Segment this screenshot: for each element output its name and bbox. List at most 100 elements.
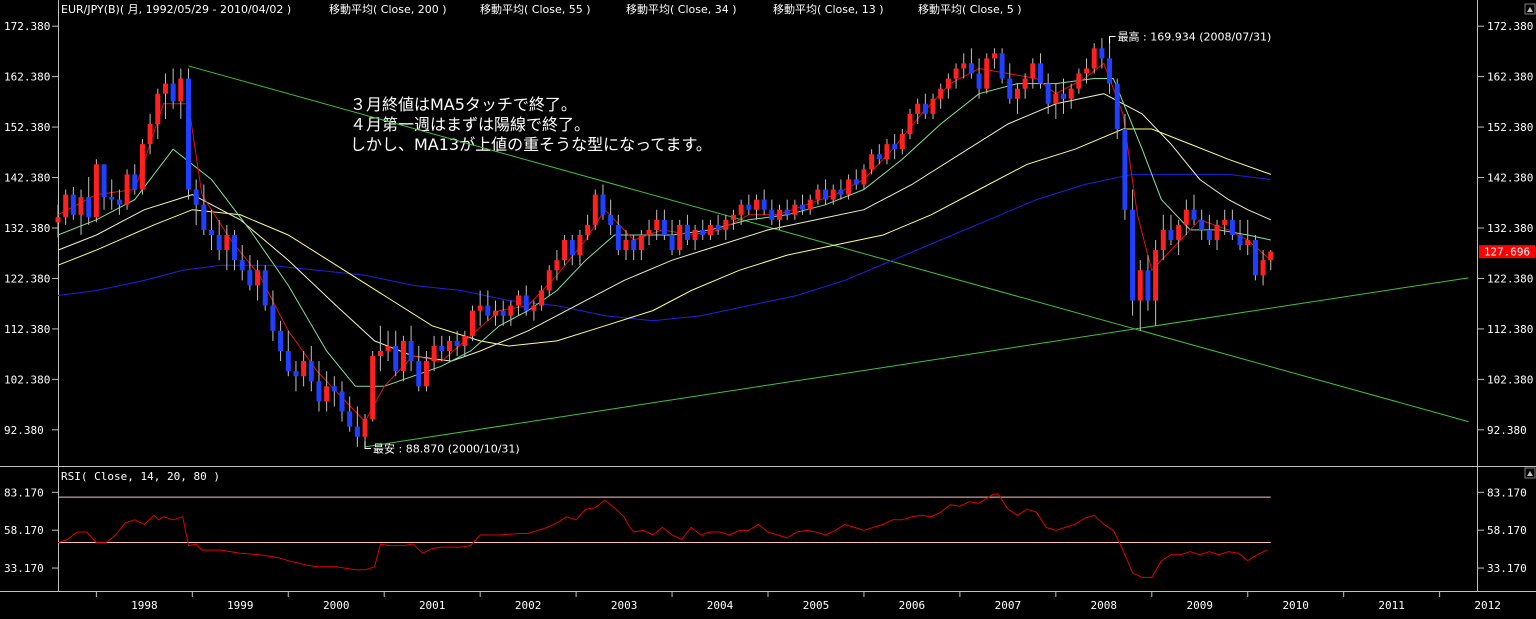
- candle-down: [876, 154, 882, 160]
- candle-down: [485, 305, 491, 316]
- candle-down: [331, 386, 337, 392]
- candle-down: [669, 234, 675, 251]
- price-tick-label-left: 162.380: [4, 71, 50, 84]
- high-label: 最高 : 169.934 (2008/07/31): [1118, 30, 1272, 44]
- time-tick-label: 2000: [323, 599, 350, 612]
- candle-up: [78, 197, 84, 215]
- candle-up: [516, 295, 522, 306]
- candle-up: [255, 270, 261, 286]
- candle-up: [1160, 229, 1166, 251]
- price-tick-label-left: 172.380: [4, 20, 50, 33]
- price-tick-label-right: 92.380: [1487, 424, 1527, 437]
- candle-up: [324, 386, 330, 402]
- rsi-tick-label-left: 58.170: [4, 524, 44, 537]
- scroll-up-arrow[interactable]: [1524, 3, 1536, 15]
- candle-down: [308, 361, 314, 382]
- candle-up: [1014, 88, 1020, 99]
- candle-down: [316, 381, 322, 402]
- candle-up: [462, 335, 468, 346]
- price-tick-label-right: 162.380: [1487, 71, 1533, 84]
- candle-down: [1145, 270, 1151, 301]
- time-tick-label: 2004: [707, 599, 734, 612]
- time-tick-label: 2012: [1474, 599, 1501, 612]
- last-price-value: 127.696: [1484, 246, 1530, 259]
- candle-up: [155, 93, 161, 124]
- candle-up: [55, 217, 61, 223]
- time-tick-label: 2003: [611, 599, 638, 612]
- time-tick-label: 2002: [515, 599, 542, 612]
- candle-down: [170, 83, 176, 102]
- candle-up: [477, 305, 483, 311]
- candle-up: [592, 194, 598, 225]
- trendline: [364, 277, 1469, 448]
- candle-down: [1168, 229, 1174, 240]
- time-tick-label: 1999: [227, 599, 254, 612]
- candle-down: [408, 340, 414, 362]
- candle-up: [945, 78, 951, 89]
- candle-up: [577, 234, 583, 256]
- price-tick-label-right: 142.380: [1487, 172, 1533, 185]
- candle-up: [493, 310, 499, 316]
- candle-up: [178, 78, 184, 102]
- candle-up: [554, 260, 560, 271]
- candle-down: [339, 391, 345, 412]
- ma200-line: [57, 173, 1271, 322]
- annotation-line-2: ４月第一週はまずは陽線で終了。: [350, 115, 590, 134]
- time-tick-label: 2006: [899, 599, 926, 612]
- rsi-axis: 83.170 83.170 58.170 58.170 33.170 33.170: [4, 486, 1527, 575]
- ma55-label: 移動平均( Close, 55 ): [480, 2, 591, 16]
- candle-up: [654, 219, 660, 230]
- rsi-scroll-arrow[interactable]: [1524, 467, 1536, 479]
- candle-up: [984, 58, 990, 89]
- candle-down: [1252, 240, 1258, 276]
- candle-up: [730, 214, 736, 220]
- time-tick-label: 2001: [419, 599, 446, 612]
- candle-down: [109, 197, 115, 200]
- price-tick-label-right: 152.380: [1487, 121, 1533, 134]
- candle-down: [684, 224, 690, 240]
- candle-down: [262, 270, 268, 306]
- ma34-line: [57, 93, 1272, 362]
- candle-down: [1037, 63, 1043, 84]
- candle-up: [1260, 260, 1266, 276]
- candle-up: [301, 361, 307, 377]
- candle-down: [968, 63, 974, 74]
- rsi-tick-label-left: 33.170: [4, 562, 44, 575]
- moving-averages: [57, 62, 1272, 423]
- ma5-line: [57, 62, 1272, 423]
- candle-down: [1107, 58, 1113, 84]
- time-tick-label: 2011: [1378, 599, 1405, 612]
- candle-up: [930, 98, 936, 114]
- time-tick-label: 2010: [1282, 599, 1309, 612]
- candle-up: [446, 340, 452, 351]
- candle-down: [600, 194, 606, 215]
- candle-down: [1114, 83, 1120, 129]
- candle-up: [93, 164, 99, 218]
- candle-down: [354, 426, 360, 437]
- candle-up: [815, 189, 821, 200]
- candle-up: [915, 103, 921, 114]
- candle-up: [961, 63, 967, 69]
- candle-down: [1122, 129, 1128, 210]
- candle-down: [523, 295, 529, 311]
- price-tick-label-left: 92.380: [4, 424, 44, 437]
- candle-down: [838, 189, 844, 195]
- candle-up: [362, 419, 368, 437]
- candle-down: [500, 310, 506, 316]
- annotation-line-3: しかし、MA13が上値の重そうな型になってます。: [350, 135, 712, 154]
- candle-up: [1068, 88, 1074, 99]
- time-axis: 1998 1999 2000 2001 2002 2003 2004 2005 2006 2007…: [95, 592, 1501, 612]
- candle-down: [615, 224, 621, 251]
- candle-up: [1245, 240, 1251, 246]
- candle-down: [239, 260, 245, 271]
- rsi-tick-label-right: 58.170: [1487, 524, 1527, 537]
- annotation-line-1: ３月終値はMA5タッチで終了。: [350, 95, 577, 114]
- candle-down: [892, 144, 898, 150]
- candle-up: [400, 340, 406, 372]
- candle-up: [861, 169, 867, 185]
- candle-down: [1007, 78, 1013, 99]
- candle-down: [416, 361, 422, 387]
- candle-up: [677, 224, 683, 251]
- low-marker: [364, 441, 372, 450]
- candle-up: [224, 234, 230, 251]
